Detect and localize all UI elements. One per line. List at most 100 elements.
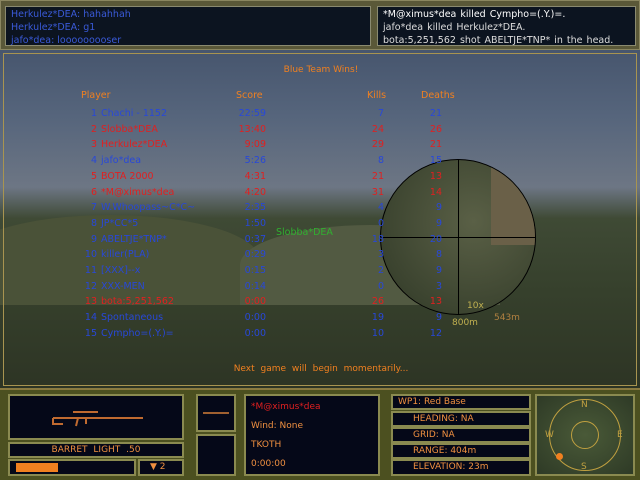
scoreboard-row: 10 killer(PLA) 0:29 3 8 (4, 249, 638, 265)
scoreboard-row: 4 jafo*dea 5:26 8 15 (4, 155, 638, 171)
row-score: 4:31 (244, 170, 266, 182)
game-timer: 0:00:00 (251, 459, 286, 469)
chat-line: Herkulez*DEA: g1 (11, 22, 96, 33)
row-kills: 7 (377, 108, 384, 119)
row-deaths: 21 (429, 139, 442, 151)
row-player-name: ABELTJE*TNP* (101, 233, 167, 245)
scope-zoom: 10x (467, 301, 484, 311)
next-game-message: Next game will begin momentarily... (233, 364, 409, 374)
waypoint: WP1: Red Base (391, 394, 531, 410)
top-bar: Herkulez*DEA: hahahhah Herkulez*DEA: g1 … (0, 0, 640, 50)
row-rank: 4 (90, 155, 97, 167)
row-score: 0:14 (244, 280, 266, 292)
header-deaths: Deaths (421, 90, 455, 101)
scoreboard-row: 5 BOTA 2000 4:31 21 13 (4, 171, 638, 187)
compass-w: W (545, 430, 554, 440)
row-rank: 8 (90, 217, 97, 229)
magazine-value: 2 (159, 462, 166, 472)
row-score: 5:26 (244, 155, 266, 167)
row-kills: 3 (377, 249, 384, 261)
row-player-name: BOTA 2000 (101, 170, 154, 182)
row-deaths: 13 (429, 296, 442, 308)
player-name: *M@ximus*dea (251, 402, 321, 412)
compass-s: S (581, 462, 587, 472)
row-score: 9:09 (244, 139, 266, 151)
item-slot[interactable] (196, 434, 236, 476)
scoreboard-row: 13 bota:5,251,562 0:00 26 13 (4, 296, 638, 312)
row-kills: 31 (371, 186, 384, 198)
row-rank: 11 (84, 265, 97, 276)
compass-e: E (617, 430, 623, 440)
sniper-rifle-icon (52, 411, 143, 427)
row-rank: 14 (84, 312, 97, 324)
row-deaths: 3 (435, 280, 442, 292)
row-player-name: Spontaneous (101, 312, 164, 324)
row-deaths: 9 (435, 202, 442, 214)
row-score: 0:00 (244, 296, 266, 308)
compass-n: N (581, 400, 588, 410)
row-deaths: 26 (429, 123, 442, 135)
row-kills: 2 (377, 265, 384, 276)
row-score: 0:29 (244, 249, 266, 261)
row-kills: 10 (371, 327, 384, 339)
row-deaths: 15 (429, 155, 442, 167)
row-kills: 0 (377, 280, 384, 292)
row-player-name: bota:5,251,562 (101, 296, 174, 308)
player-marker (556, 453, 563, 460)
row-player-name: killer(PLA) (101, 249, 150, 261)
row-deaths: 21 (429, 108, 442, 119)
row-deaths: 14 (429, 186, 442, 198)
scoreboard-row: 14 Spontaneous 0:00 19 9 (4, 312, 638, 328)
row-player-name: Cympho=(.Y.)= (101, 327, 174, 339)
row-kills: 0 (377, 217, 384, 229)
row-rank: 13 (84, 296, 97, 308)
scoreboard-row: 3 Herkulez*DEA 9:09 29 21 (4, 139, 638, 155)
scope-range-right: 543m (494, 313, 520, 323)
row-deaths: 9 (435, 265, 442, 276)
row-score: 0:00 (244, 327, 266, 339)
wind-status: Wind: None (251, 421, 303, 431)
header-player: Player (81, 90, 111, 101)
row-player-name: Chachi - 1152 (101, 108, 168, 119)
row-player-name: XXX-MEN (101, 280, 145, 292)
row-deaths: 13 (429, 170, 442, 182)
row-score: 0:37 (244, 233, 266, 245)
heading: HEADING: NA (391, 411, 531, 427)
scoreboard-row: 2 Slobba*DEA 13:40 24 26 (4, 124, 638, 140)
header-kills: Kills (367, 90, 387, 101)
row-kills: 26 (371, 296, 384, 308)
ammo-bar-fill (16, 463, 58, 472)
fort-structure (491, 160, 535, 245)
row-rank: 15 (84, 327, 97, 339)
row-score: 4:20 (244, 186, 266, 198)
kill-feed: *M@ximus*dea killed Cympho=(.Y.)=. jafo*… (377, 6, 636, 46)
row-rank: 6 (90, 186, 97, 198)
row-score: 22:59 (238, 108, 266, 119)
row-player-name: Herkulez*DEA (101, 139, 168, 151)
row-deaths: 12 (429, 327, 442, 339)
row-rank: 5 (90, 170, 97, 182)
row-kills: 21 (371, 170, 384, 182)
row-rank: 2 (90, 123, 97, 135)
secondary-weapon-slot[interactable] (196, 394, 236, 432)
row-rank: 9 (90, 233, 97, 245)
magazine-count: ▼ 2 (138, 459, 184, 476)
status-panel: *M@ximus*dea Wind: None TKOTH 0:00:00 (244, 394, 380, 476)
game-viewport: Slobba*DEA 10x 800m 543m (0, 0, 640, 390)
scoreboard-row: 15 Cympho=(.Y.)= 0:00 10 12 (4, 328, 638, 344)
row-rank: 10 (84, 249, 97, 261)
scoreboard: Blue Team Wins! Player Score Kills Death… (3, 53, 637, 386)
scoreboard-row: 7 W.Whoopass~C*C~ 2:35 4 9 (4, 202, 638, 218)
minimap-compass[interactable]: N S E W (535, 394, 635, 476)
small-rifle-icon (203, 412, 229, 414)
row-score: 0:15 (244, 265, 266, 276)
weapon-name: BARRET LIGHT .50 (8, 442, 184, 458)
elevation: ELEVATION: 23m (391, 459, 531, 476)
row-player-name: [XXX]--x (101, 265, 141, 276)
chat-log: Herkulez*DEA: hahahhah Herkulez*DEA: g1 … (5, 6, 371, 46)
kill-line: jafo*dea killed Herkulez*DEA. (383, 22, 526, 33)
row-rank: 7 (90, 202, 97, 214)
row-kills: 8 (377, 155, 384, 167)
row-kills: 4 (377, 202, 384, 214)
magazine-icon: ▼ (150, 462, 157, 472)
